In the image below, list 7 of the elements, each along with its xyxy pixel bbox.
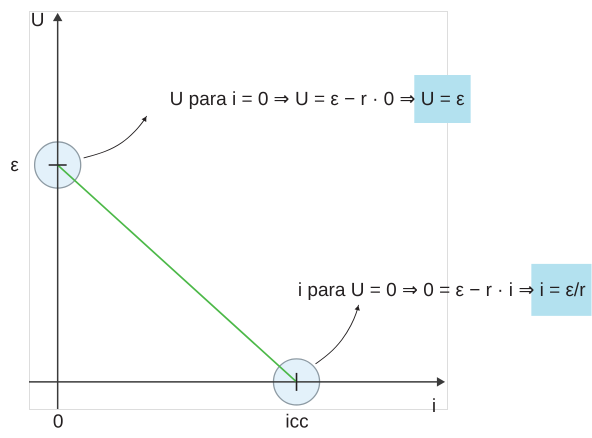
text: ε bbox=[10, 154, 20, 176]
text: U para i = 0 ⇒ U = ε − r · 0 ⇒ U = ε bbox=[170, 88, 466, 110]
x-axis-title: i bbox=[432, 396, 436, 417]
x-tick-label: 0 bbox=[52, 412, 64, 432]
text: U bbox=[30, 10, 45, 31]
annotation: i para U = 0 ⇒ 0 = ε − r · i ⇒ i = ε/r bbox=[298, 280, 586, 301]
x-tick-label: icc bbox=[285, 412, 309, 432]
